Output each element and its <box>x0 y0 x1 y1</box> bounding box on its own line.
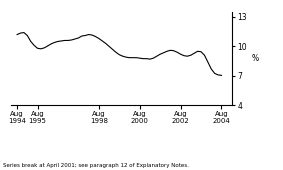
Text: Series break at April 2001; see paragraph 12 of Explanatory Notes.: Series break at April 2001; see paragrap… <box>3 163 189 168</box>
Y-axis label: %: % <box>252 54 259 63</box>
